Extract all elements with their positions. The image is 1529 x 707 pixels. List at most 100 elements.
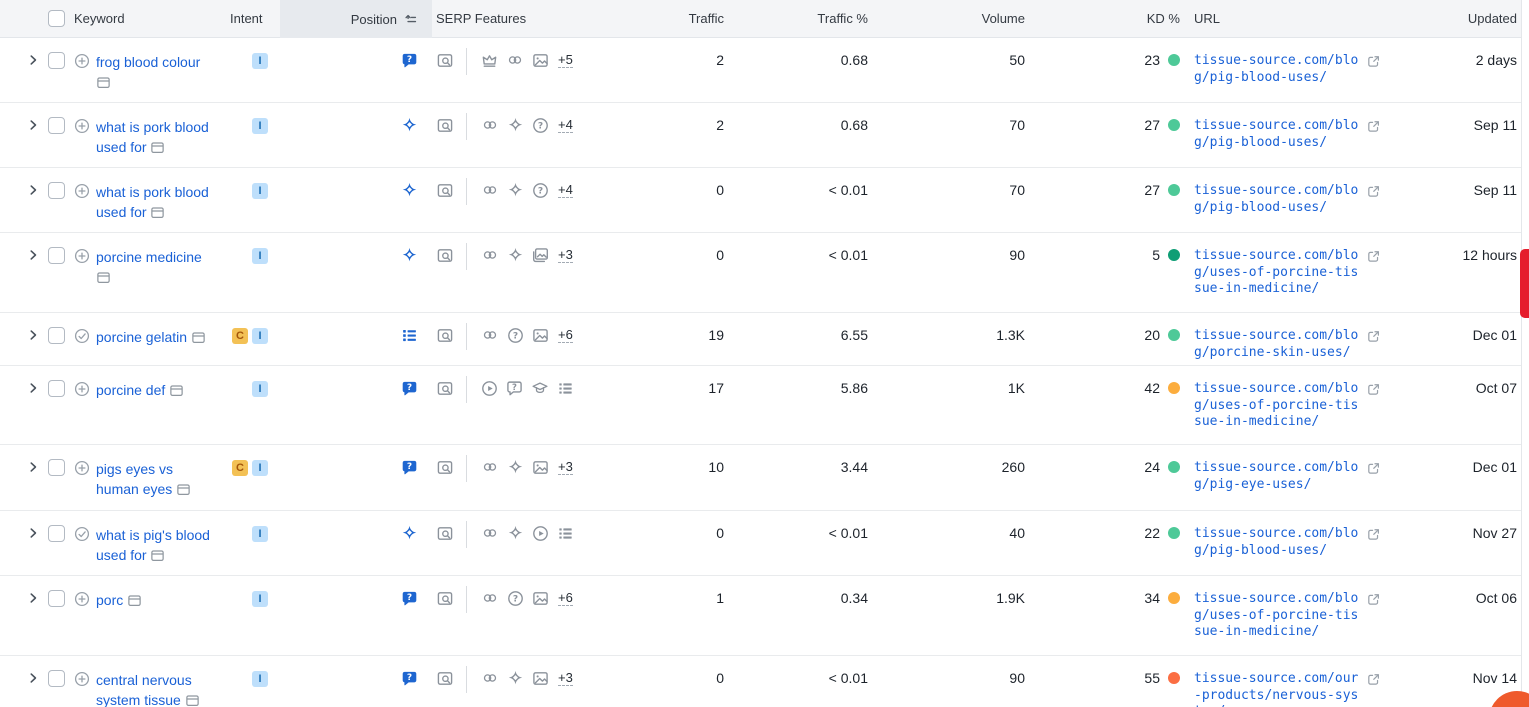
plus-circle-icon[interactable] [74,381,90,397]
external-link-icon[interactable] [1366,527,1381,542]
keyword-link[interactable]: porc [96,592,124,608]
serp-snapshot-icon[interactable] [191,330,206,345]
keyword-link[interactable]: porcine medicine [96,249,202,265]
expand-row-button[interactable] [26,53,40,67]
url-link[interactable]: tissue-source.com/blog/uses-of-porcine-t… [1194,248,1359,296]
more-features-link[interactable]: +4 [558,117,573,133]
keyword-link[interactable]: porcine gelatin [96,329,188,345]
more-features-link[interactable]: +6 [558,590,573,606]
column-header-traffic[interactable]: Traffic [688,11,724,26]
serp-snapshot-icon[interactable] [96,75,111,90]
keyword-link[interactable]: what is pork blood used for [96,119,209,155]
check-circle-icon[interactable] [74,526,90,542]
expand-row-button[interactable] [26,118,40,132]
column-header-position[interactable]: Position [280,0,432,38]
external-link-icon[interactable] [1366,329,1381,344]
column-header-keyword[interactable]: Keyword [74,11,125,26]
select-all-checkbox[interactable] [48,10,65,27]
plus-circle-icon[interactable] [74,460,90,476]
more-features-link[interactable]: +3 [558,459,573,475]
serp-preview-icon[interactable] [436,52,454,69]
plus-circle-icon[interactable] [74,118,90,134]
expand-row-button[interactable] [26,591,40,605]
external-link-icon[interactable] [1366,592,1381,607]
serp-snapshot-icon[interactable] [150,140,165,155]
serp-snapshot-icon[interactable] [96,270,111,285]
keyword-link[interactable]: what is pig's blood used for [96,527,210,563]
column-header-volume[interactable]: Volume [981,11,1025,26]
expand-row-button[interactable] [26,526,40,540]
serp-preview-icon[interactable] [436,459,454,476]
serp-snapshot-icon[interactable] [169,383,184,398]
more-features-link[interactable]: +3 [558,247,573,263]
serp-snapshot-icon[interactable] [150,548,165,563]
keyword-link[interactable]: frog blood colour [96,54,201,70]
plus-circle-icon[interactable] [74,53,90,69]
row-checkbox[interactable] [48,117,65,134]
serp-preview-icon[interactable] [436,590,454,607]
serp-preview-icon[interactable] [436,117,454,134]
external-link-icon[interactable] [1366,249,1381,264]
external-link-icon[interactable] [1366,672,1381,687]
more-features-link[interactable]: +4 [558,182,573,198]
row-checkbox[interactable] [48,380,65,397]
url-link[interactable]: tissue-source.com/blog/pig-blood-uses/ [1194,183,1359,215]
serp-preview-icon[interactable] [436,525,454,542]
url-link[interactable]: tissue-source.com/blog/uses-of-porcine-t… [1194,591,1359,639]
url-link[interactable]: tissue-source.com/blog/uses-of-porcine-t… [1194,381,1359,429]
more-features-link[interactable]: +5 [558,52,573,68]
serp-preview-icon[interactable] [436,380,454,397]
keyword-link[interactable]: pigs eyes vs human eyes [96,461,174,497]
serp-snapshot-icon[interactable] [185,693,200,707]
url-link[interactable]: tissue-source.com/blog/pig-blood-uses/ [1194,526,1359,558]
plus-circle-icon[interactable] [74,591,90,607]
external-link-icon[interactable] [1366,382,1381,397]
column-header-kd[interactable]: KD % [1146,11,1180,26]
external-link-icon[interactable] [1366,54,1381,69]
serp-preview-icon[interactable] [436,670,454,687]
row-checkbox[interactable] [48,247,65,264]
column-header-updated[interactable]: Updated [1467,11,1517,26]
url-link[interactable]: tissue-source.com/our-products/nervous-s… [1194,671,1359,707]
external-link-icon[interactable] [1366,184,1381,199]
row-checkbox[interactable] [48,590,65,607]
more-features-link[interactable]: +3 [558,670,573,686]
row-checkbox[interactable] [48,459,65,476]
row-checkbox[interactable] [48,52,65,69]
plus-circle-icon[interactable] [74,671,90,687]
url-link[interactable]: tissue-source.com/blog/pig-eye-uses/ [1194,460,1359,492]
plus-circle-icon[interactable] [74,248,90,264]
url-link[interactable]: tissue-source.com/blog/pig-blood-uses/ [1194,118,1359,150]
serp-snapshot-icon[interactable] [150,205,165,220]
keyword-link[interactable]: porcine def [96,382,166,398]
row-checkbox[interactable] [48,327,65,344]
row-checkbox[interactable] [48,670,65,687]
expand-row-button[interactable] [26,328,40,342]
external-link-icon[interactable] [1366,119,1381,134]
row-checkbox[interactable] [48,525,65,542]
serp-snapshot-icon[interactable] [176,482,191,497]
expand-row-button[interactable] [26,460,40,474]
external-link-icon[interactable] [1366,461,1381,476]
expand-row-button[interactable] [26,381,40,395]
expand-row-button[interactable] [26,671,40,685]
serp-preview-icon[interactable] [436,247,454,264]
more-features-link[interactable]: +6 [558,327,573,343]
keyword-link[interactable]: what is pork blood used for [96,184,209,220]
serp-preview-icon[interactable] [436,327,454,344]
vertical-scrollbar[interactable] [1521,0,1529,707]
expand-row-button[interactable] [26,248,40,262]
serp-preview-icon[interactable] [436,182,454,199]
row-checkbox[interactable] [48,182,65,199]
column-header-traffic-pct[interactable]: Traffic % [817,11,868,26]
kd-difficulty-dot [1168,329,1180,341]
url-link[interactable]: tissue-source.com/blog/porcine-skin-uses… [1194,328,1359,360]
check-circle-icon[interactable] [74,328,90,344]
question-circle-icon: ? [532,117,549,134]
serp-snapshot-icon[interactable] [127,593,142,608]
plus-circle-icon[interactable] [74,183,90,199]
expand-row-button[interactable] [26,183,40,197]
keyword-link[interactable]: central nervous system tissue [96,672,192,707]
url-link[interactable]: tissue-source.com/blog/pig-blood-uses/ [1194,53,1359,85]
